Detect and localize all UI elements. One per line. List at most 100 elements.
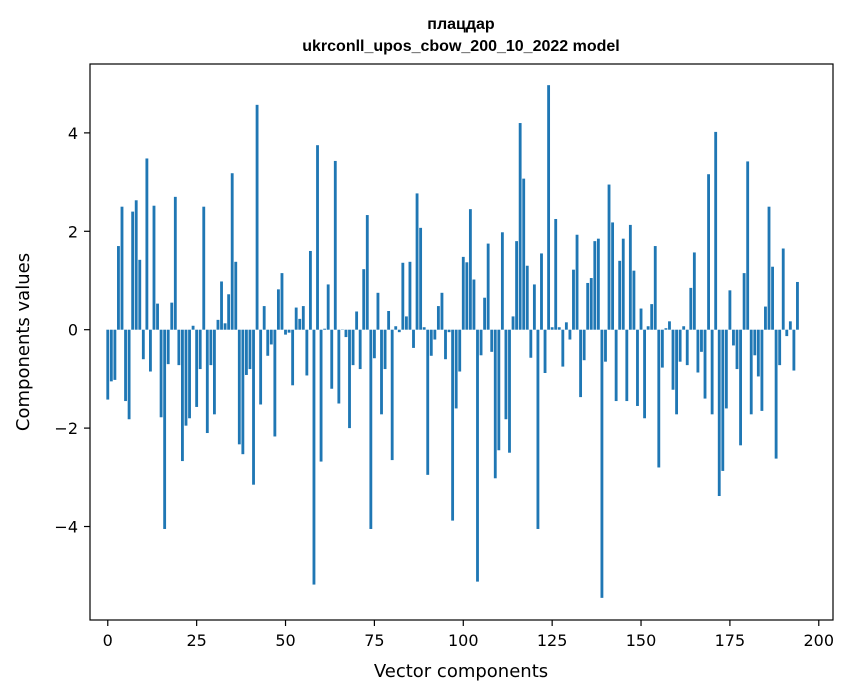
bar [515, 241, 519, 330]
bar [536, 329, 540, 529]
y-tick-label: 4 [68, 124, 78, 143]
bar [223, 323, 227, 330]
x-axis-label: Vector components [374, 661, 548, 682]
bar [149, 329, 152, 372]
bar [508, 329, 511, 453]
bar [380, 329, 383, 415]
bar [419, 227, 423, 330]
bar [721, 329, 725, 471]
x-tick-label: 125 [537, 631, 568, 650]
bar [756, 329, 760, 377]
bar [305, 329, 309, 376]
bar [710, 329, 714, 415]
bar [600, 329, 604, 598]
bar [796, 281, 799, 330]
bar [337, 329, 341, 404]
bar [326, 284, 330, 330]
bar [572, 269, 575, 330]
bar [724, 329, 728, 409]
bar [184, 329, 188, 426]
bar [497, 329, 501, 451]
bar [429, 329, 433, 356]
x-tick-label: 175 [715, 631, 746, 650]
chart-title-line1: плацдар [427, 16, 495, 33]
y-axis-label: Components values [13, 253, 34, 431]
x-tick-label: 100 [448, 631, 479, 650]
bar [170, 302, 174, 330]
bar [213, 329, 216, 415]
bar [262, 306, 266, 330]
bar [173, 196, 177, 330]
bar [650, 304, 654, 330]
bar [291, 329, 295, 386]
bar [266, 329, 270, 356]
bar [511, 316, 515, 330]
bar [461, 256, 465, 330]
bar [440, 292, 444, 330]
bar [237, 329, 241, 445]
bar [369, 329, 373, 529]
bar [433, 329, 437, 340]
bar [696, 329, 700, 373]
bar [323, 328, 327, 330]
bar [426, 329, 430, 475]
bar [778, 329, 782, 366]
bar [604, 329, 607, 362]
bar [792, 329, 796, 371]
bar [131, 211, 135, 330]
bar [671, 329, 675, 390]
bar [412, 329, 415, 348]
bar [554, 218, 558, 330]
bar [355, 311, 359, 330]
bar [739, 329, 742, 446]
bar [348, 329, 351, 429]
bar [301, 306, 305, 330]
bar [415, 193, 419, 330]
bar [660, 329, 664, 368]
bar [621, 238, 625, 330]
bar [284, 329, 287, 335]
bar [141, 329, 145, 360]
bar [376, 292, 380, 330]
bar [714, 131, 718, 330]
bar [689, 287, 693, 330]
bar [444, 329, 447, 360]
bar [483, 297, 487, 330]
bar [529, 329, 533, 358]
bar [383, 329, 387, 370]
bar [344, 329, 348, 338]
bar [422, 327, 426, 330]
bar-series [106, 85, 799, 598]
bar [675, 329, 678, 415]
bar [294, 307, 298, 330]
bar [319, 329, 323, 462]
x-axis-ticks: 0 25 50 75 100 125 150 175 200 [103, 620, 834, 650]
bar [248, 329, 252, 370]
bar [358, 329, 362, 370]
bar [195, 329, 199, 407]
bar [316, 145, 319, 330]
bar [252, 329, 255, 485]
bar [245, 329, 248, 375]
bar [468, 209, 472, 330]
bar [682, 326, 686, 330]
bar [372, 329, 376, 359]
bar [525, 265, 529, 330]
bar [785, 329, 789, 337]
x-tick-label: 150 [626, 631, 657, 650]
bar [749, 329, 753, 415]
bar [767, 206, 771, 330]
bar [657, 329, 661, 468]
bar [579, 329, 583, 398]
bar [707, 174, 710, 330]
bar [124, 329, 127, 402]
bar [664, 328, 668, 330]
bar [330, 329, 334, 389]
bar [547, 85, 551, 330]
bar [639, 308, 643, 330]
bar [476, 329, 479, 582]
bar [557, 327, 561, 330]
bar [401, 262, 405, 330]
bar [166, 329, 170, 365]
bar [436, 306, 440, 330]
